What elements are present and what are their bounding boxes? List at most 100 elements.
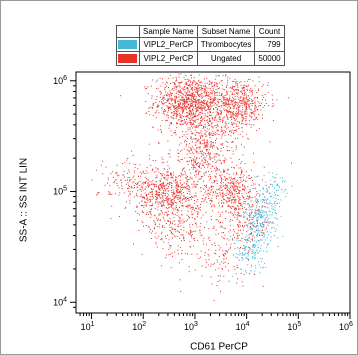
data-point bbox=[251, 112, 252, 114]
data-point bbox=[168, 110, 169, 112]
data-point bbox=[185, 81, 187, 83]
data-point bbox=[280, 199, 282, 201]
data-point bbox=[178, 91, 180, 93]
data-point bbox=[195, 111, 197, 113]
data-point bbox=[160, 193, 162, 195]
data-point bbox=[161, 186, 163, 188]
data-point bbox=[195, 126, 197, 128]
data-point bbox=[216, 285, 218, 286]
data-point bbox=[163, 214, 165, 216]
data-point bbox=[240, 169, 242, 171]
data-point bbox=[253, 221, 255, 223]
data-point bbox=[222, 196, 224, 197]
data-point bbox=[243, 202, 245, 204]
data-point bbox=[255, 219, 257, 221]
data-point bbox=[213, 300, 215, 302]
data-point bbox=[233, 206, 235, 208]
data-point bbox=[187, 81, 189, 83]
data-point bbox=[212, 191, 214, 193]
data-point bbox=[219, 192, 221, 194]
data-point bbox=[229, 87, 231, 89]
data-point bbox=[200, 104, 202, 106]
data-point bbox=[225, 105, 227, 107]
data-point bbox=[195, 99, 197, 101]
data-point bbox=[229, 229, 231, 231]
data-point bbox=[226, 168, 228, 170]
data-point bbox=[224, 180, 226, 182]
data-point bbox=[155, 111, 157, 113]
data-point bbox=[242, 247, 244, 249]
data-point bbox=[226, 98, 228, 100]
data-point bbox=[258, 76, 260, 78]
data-point bbox=[172, 237, 173, 239]
data-point bbox=[201, 112, 203, 114]
data-point bbox=[237, 125, 239, 127]
data-point bbox=[121, 163, 123, 165]
data-point bbox=[223, 89, 225, 90]
data-point bbox=[209, 115, 211, 116]
data-point bbox=[251, 253, 253, 255]
data-point bbox=[209, 240, 211, 242]
data-point bbox=[183, 87, 185, 88]
data-point bbox=[222, 103, 224, 105]
data-point bbox=[173, 115, 175, 117]
data-point bbox=[241, 121, 243, 123]
data-point bbox=[244, 91, 246, 93]
data-point bbox=[211, 82, 213, 84]
data-point bbox=[218, 211, 220, 213]
data-point bbox=[190, 81, 192, 83]
data-point bbox=[148, 110, 150, 112]
data-point bbox=[254, 254, 256, 256]
data-point bbox=[185, 107, 187, 109]
data-point bbox=[223, 132, 225, 134]
data-point bbox=[214, 206, 216, 208]
data-point bbox=[172, 223, 173, 225]
data-point bbox=[130, 187, 132, 189]
data-point bbox=[223, 98, 225, 100]
data-point bbox=[235, 119, 237, 121]
data-point bbox=[144, 88, 146, 90]
data-point bbox=[248, 204, 250, 206]
data-point bbox=[277, 195, 279, 196]
data-point bbox=[195, 129, 197, 131]
data-point bbox=[236, 217, 238, 219]
data-point bbox=[195, 88, 197, 90]
data-point bbox=[210, 176, 211, 178]
data-point bbox=[210, 100, 212, 102]
data-point bbox=[141, 187, 143, 189]
data-point bbox=[260, 245, 262, 247]
data-point bbox=[117, 175, 119, 177]
data-point bbox=[175, 110, 177, 112]
data-point bbox=[204, 113, 206, 115]
data-point bbox=[141, 205, 143, 207]
data-point bbox=[222, 189, 224, 191]
data-point bbox=[167, 177, 169, 179]
data-point bbox=[188, 84, 190, 86]
data-point bbox=[149, 231, 151, 233]
data-point bbox=[166, 197, 167, 199]
data-point bbox=[242, 185, 244, 186]
data-point bbox=[221, 211, 223, 213]
data-point bbox=[128, 195, 130, 197]
data-point bbox=[188, 118, 190, 119]
data-point bbox=[250, 213, 252, 215]
data-point bbox=[204, 86, 206, 88]
data-point bbox=[138, 230, 140, 231]
data-point bbox=[210, 186, 212, 188]
data-point bbox=[218, 195, 220, 197]
data-point bbox=[170, 232, 172, 234]
data-point bbox=[157, 106, 159, 108]
data-point bbox=[231, 147, 233, 149]
data-point bbox=[176, 176, 178, 178]
data-point bbox=[195, 115, 197, 117]
data-point bbox=[133, 181, 135, 183]
data-point bbox=[232, 141, 234, 143]
data-point bbox=[209, 133, 211, 135]
data-point bbox=[233, 197, 235, 198]
data-point bbox=[174, 229, 176, 231]
legend-row-ungated[interactable]: VIPL2_PerCP Ungated 50000 bbox=[116, 51, 285, 66]
data-point bbox=[228, 123, 230, 124]
data-point bbox=[272, 221, 274, 223]
data-point bbox=[197, 206, 199, 208]
legend-row-thrombocytes[interactable]: VIPL2_PerCP Thrombocytes 799 bbox=[116, 37, 285, 52]
